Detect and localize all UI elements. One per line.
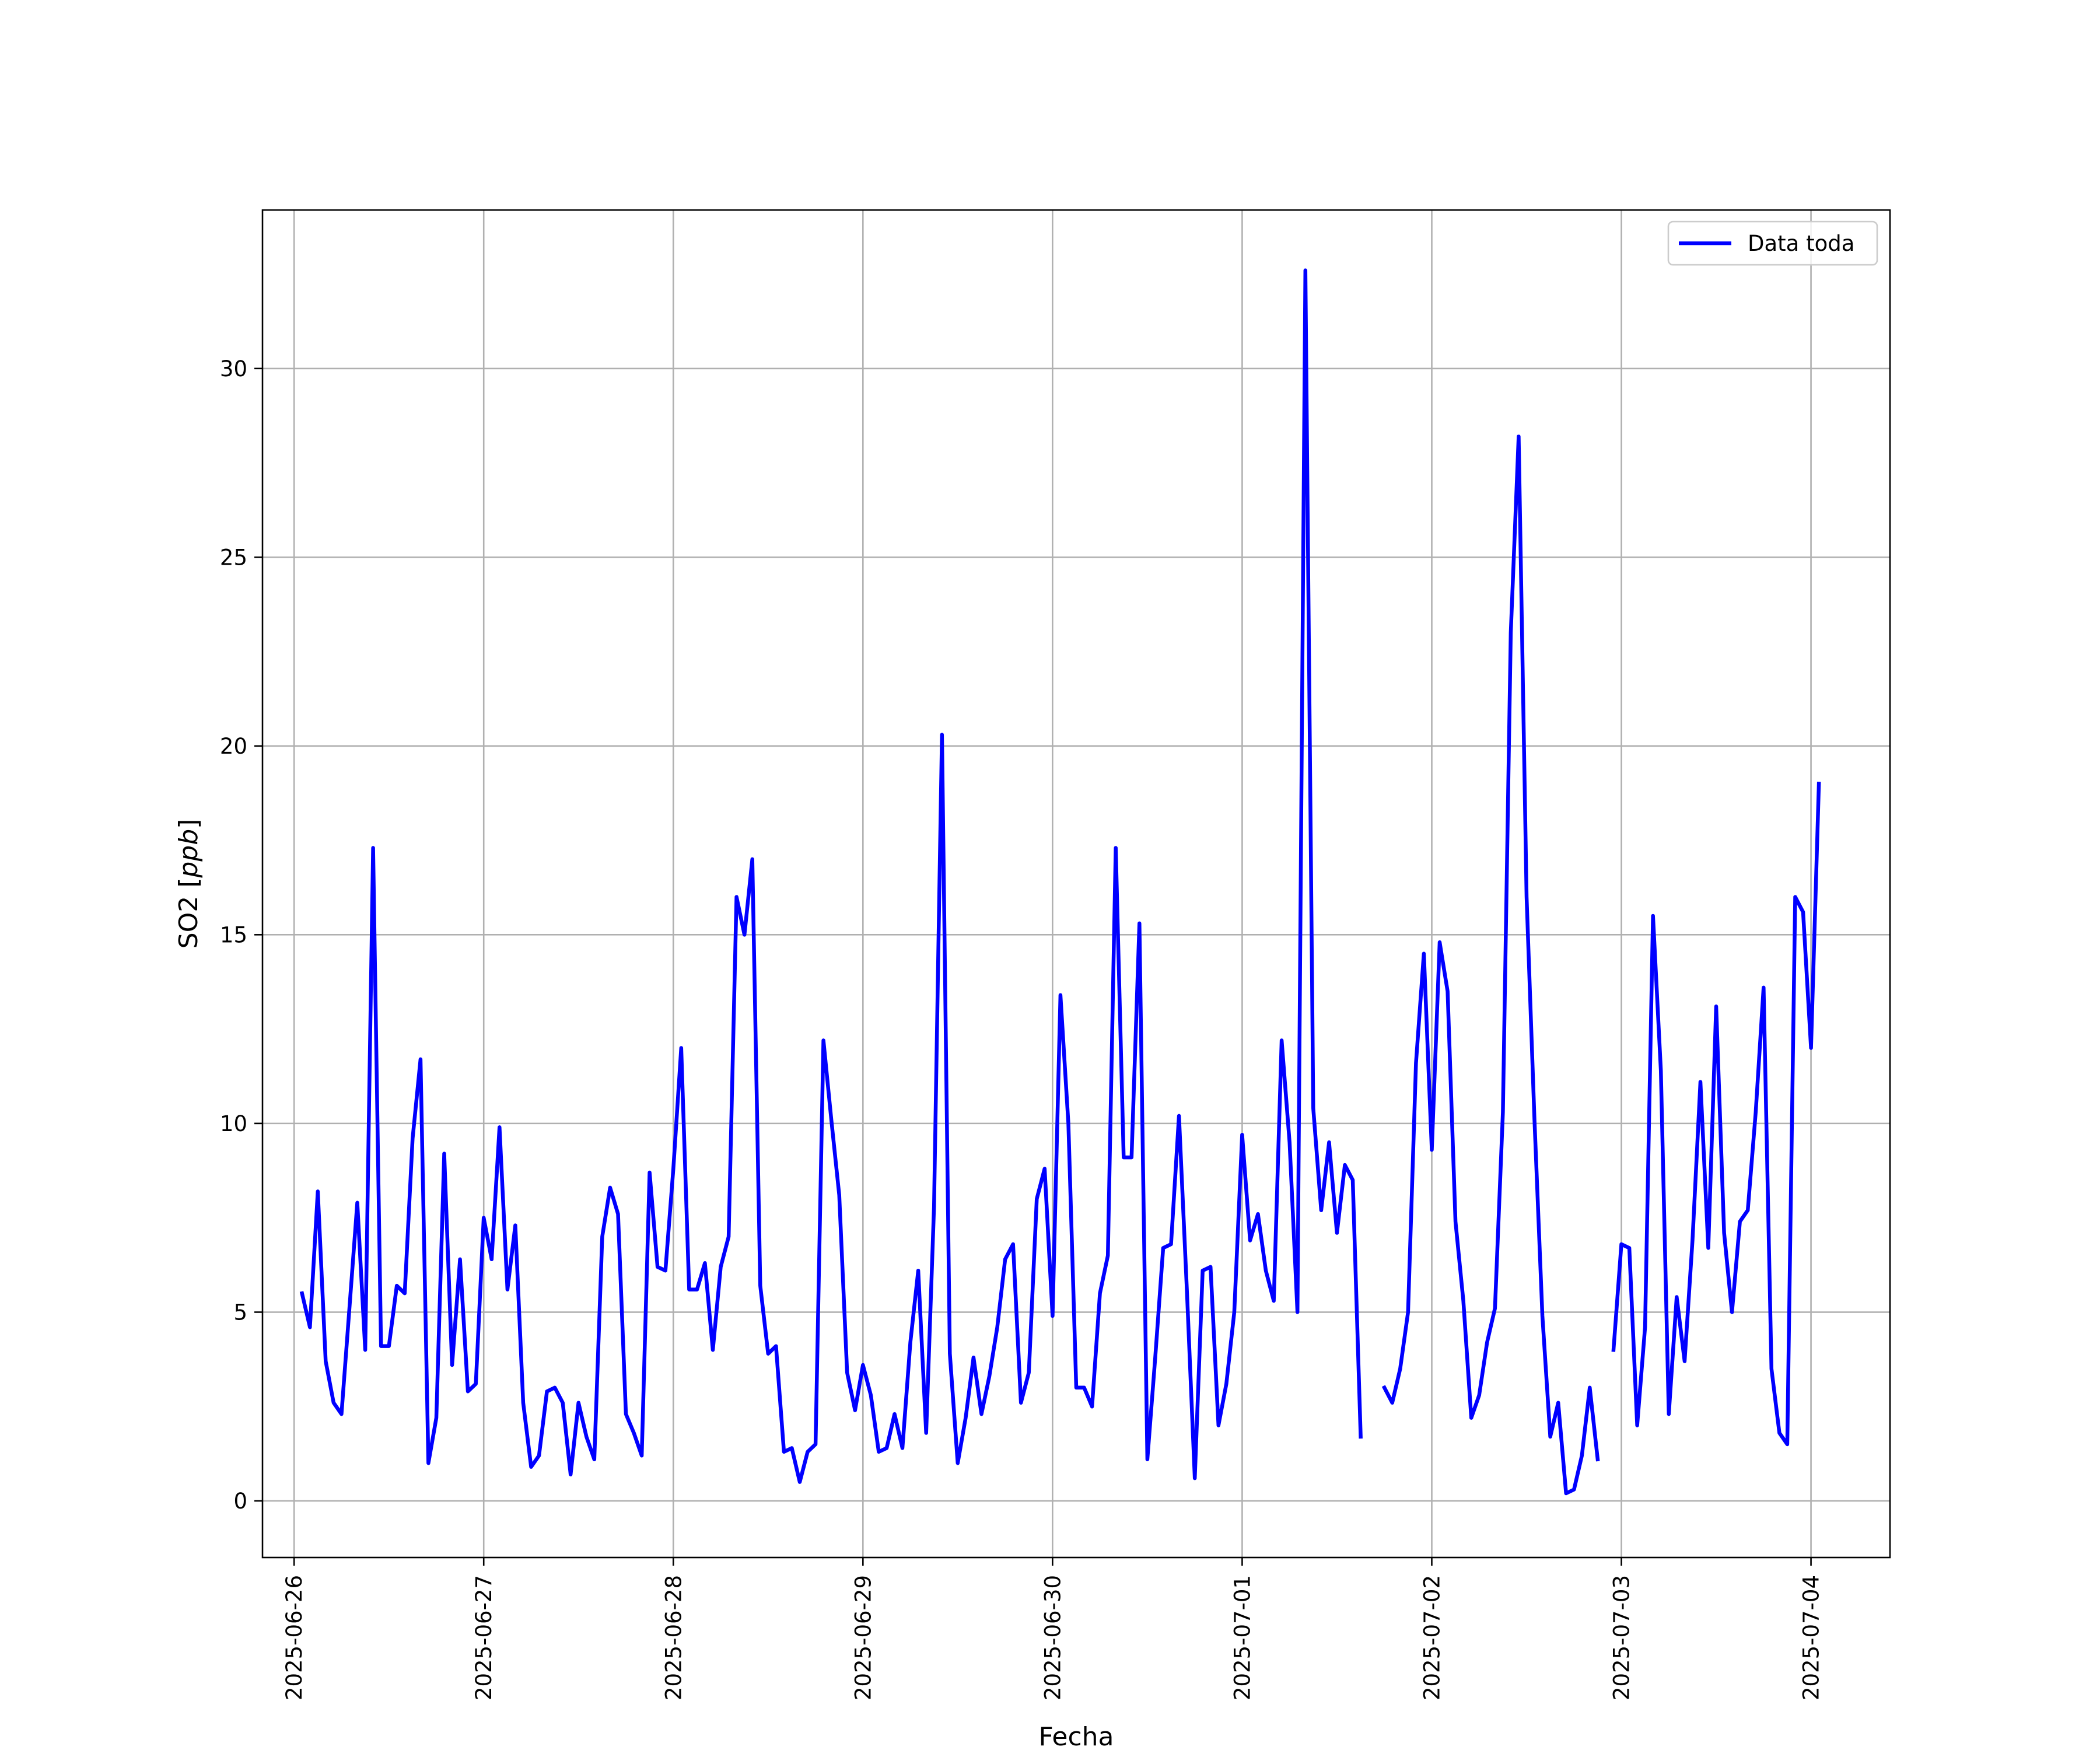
series-layer: [299, 268, 1821, 1496]
x-tick-label-2025-06-28: 2025-06-28: [661, 1575, 686, 1700]
series-line-data-toda-segment-3: [1611, 782, 1821, 1447]
x-tick-label-2025-07-04: 2025-07-04: [1799, 1575, 1824, 1700]
y-tick-label-15: 15: [220, 922, 247, 947]
y-tick-label-5: 5: [233, 1300, 247, 1325]
x-tick-label-2025-06-30: 2025-06-30: [1040, 1575, 1065, 1700]
x-tick-label-2025-07-02: 2025-07-02: [1419, 1575, 1444, 1700]
legend: Data toda: [1667, 220, 1878, 266]
series-line-data-toda-segment-1: [299, 268, 1363, 1484]
plot-frame: [261, 209, 1891, 1559]
x-tick-label-2025-07-03: 2025-07-03: [1609, 1575, 1634, 1700]
series-line-data-toda-segment-2: [1381, 434, 1600, 1496]
y-axis-label-bracket: ]: [174, 819, 204, 829]
y-tick-label-30: 30: [220, 356, 247, 382]
y-tick-label-20: 20: [220, 734, 247, 759]
x-tick-label-2025-07-01: 2025-07-01: [1230, 1575, 1255, 1700]
x-tick-label-2025-06-29: 2025-06-29: [850, 1575, 876, 1700]
y-axis-label: SO2 [ppb]: [174, 819, 204, 949]
legend-label-data-toda: Data toda: [1748, 231, 1854, 256]
y-axis-label-text: SO2 [: [174, 878, 204, 949]
x-tick-label-2025-06-27: 2025-06-27: [471, 1575, 496, 1700]
y-tick-label-25: 25: [220, 545, 247, 570]
y-axis: 0 5 10 15 20 25 30: [220, 356, 262, 1514]
y-tick-label-10: 10: [220, 1111, 247, 1136]
x-axis: 2025-06-26 2025-06-27 2025-06-28 2025-06-29…: [282, 1558, 1824, 1700]
grid-lines: [262, 210, 1890, 1558]
legend-box: [1667, 220, 1878, 266]
x-tick-label-2025-06-26: 2025-06-26: [282, 1575, 307, 1700]
y-axis-label-unit: ppb: [174, 829, 204, 878]
y-tick-label-0: 0: [233, 1489, 247, 1514]
x-axis-label: Fecha: [1038, 1722, 1114, 1750]
